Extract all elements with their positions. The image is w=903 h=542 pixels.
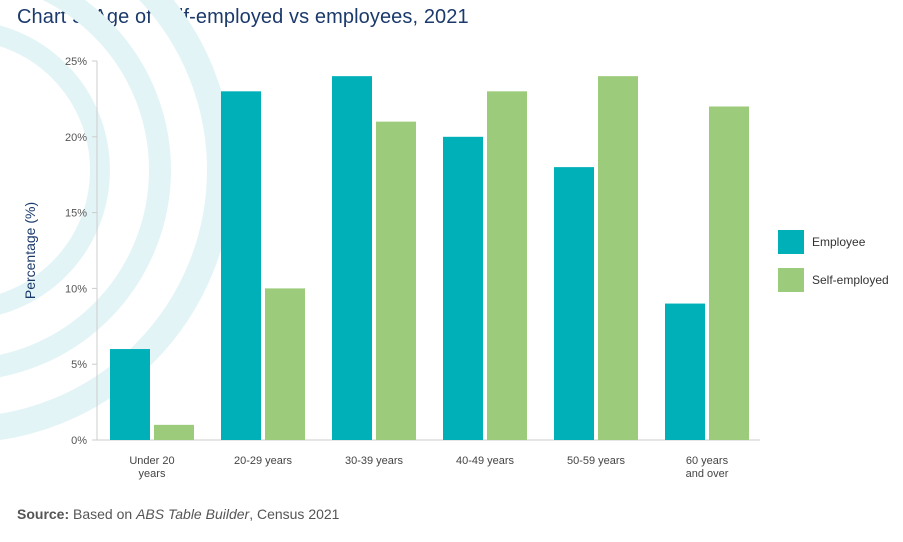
- background-arc: [0, 25, 110, 315]
- legend-label: Self-employed: [812, 273, 889, 287]
- bar-chart: 0% 5% 10% 15% 20% 25% Percentage (%) Under 20 y…: [0, 0, 889, 480]
- x-tick-label: 30-39 years: [345, 455, 404, 467]
- bar-self-employed: [265, 288, 305, 440]
- bar-employee: [221, 91, 261, 440]
- bar-self-employed: [598, 76, 638, 440]
- y-tick-label: 15%: [65, 208, 87, 220]
- source-note: Source: Based on ABS Table Builder, Cens…: [17, 506, 339, 522]
- bar-employee: [665, 303, 705, 440]
- legend: Employee Self-employed: [778, 230, 889, 292]
- background-arc: [0, 0, 171, 378]
- bar-self-employed: [376, 121, 416, 440]
- bar-employee: [443, 136, 483, 441]
- bar-self-employed: [154, 424, 194, 440]
- y-axis-label: Percentage (%): [22, 202, 38, 299]
- x-tick-label: 40-49 years: [456, 455, 515, 467]
- y-tick-label: 0%: [71, 435, 87, 447]
- legend-label: Employee: [812, 235, 866, 249]
- source-suffix: , Census 2021: [249, 506, 340, 522]
- y-tick-label: 10%: [65, 283, 87, 295]
- y-tick-label: 20%: [65, 132, 87, 144]
- background-arcs: [0, 0, 233, 440]
- x-axis-categories: Under 20 years 20-29 years 30-39 years 40-49…: [129, 455, 728, 480]
- bar-employee: [554, 167, 594, 440]
- source-prefix: Based on: [73, 506, 133, 522]
- x-tick-label: 20-29 years: [234, 455, 293, 467]
- y-axis: 0% 5% 10% 15% 20% 25% Percentage (%): [22, 56, 760, 447]
- x-tick-label: 60 years and over: [686, 455, 729, 480]
- background-arc: [0, 0, 233, 440]
- bar-self-employed: [487, 91, 527, 440]
- bar-employee: [332, 76, 372, 440]
- legend-swatch: [778, 268, 804, 292]
- x-tick-label: Under 20 years: [129, 455, 174, 480]
- source-label: Source:: [17, 506, 70, 522]
- bar-employee: [110, 349, 150, 440]
- bars: [110, 76, 749, 441]
- bar-self-employed: [709, 106, 749, 440]
- y-tick-label: 5%: [71, 359, 87, 371]
- legend-swatch: [778, 230, 804, 254]
- x-tick-label: 50-59 years: [567, 455, 626, 467]
- chart-title: Chart 5: Age of self-employed vs employe…: [17, 6, 469, 28]
- source-italic: ABS Table Builder: [136, 506, 250, 522]
- y-tick-label: 25%: [65, 56, 87, 68]
